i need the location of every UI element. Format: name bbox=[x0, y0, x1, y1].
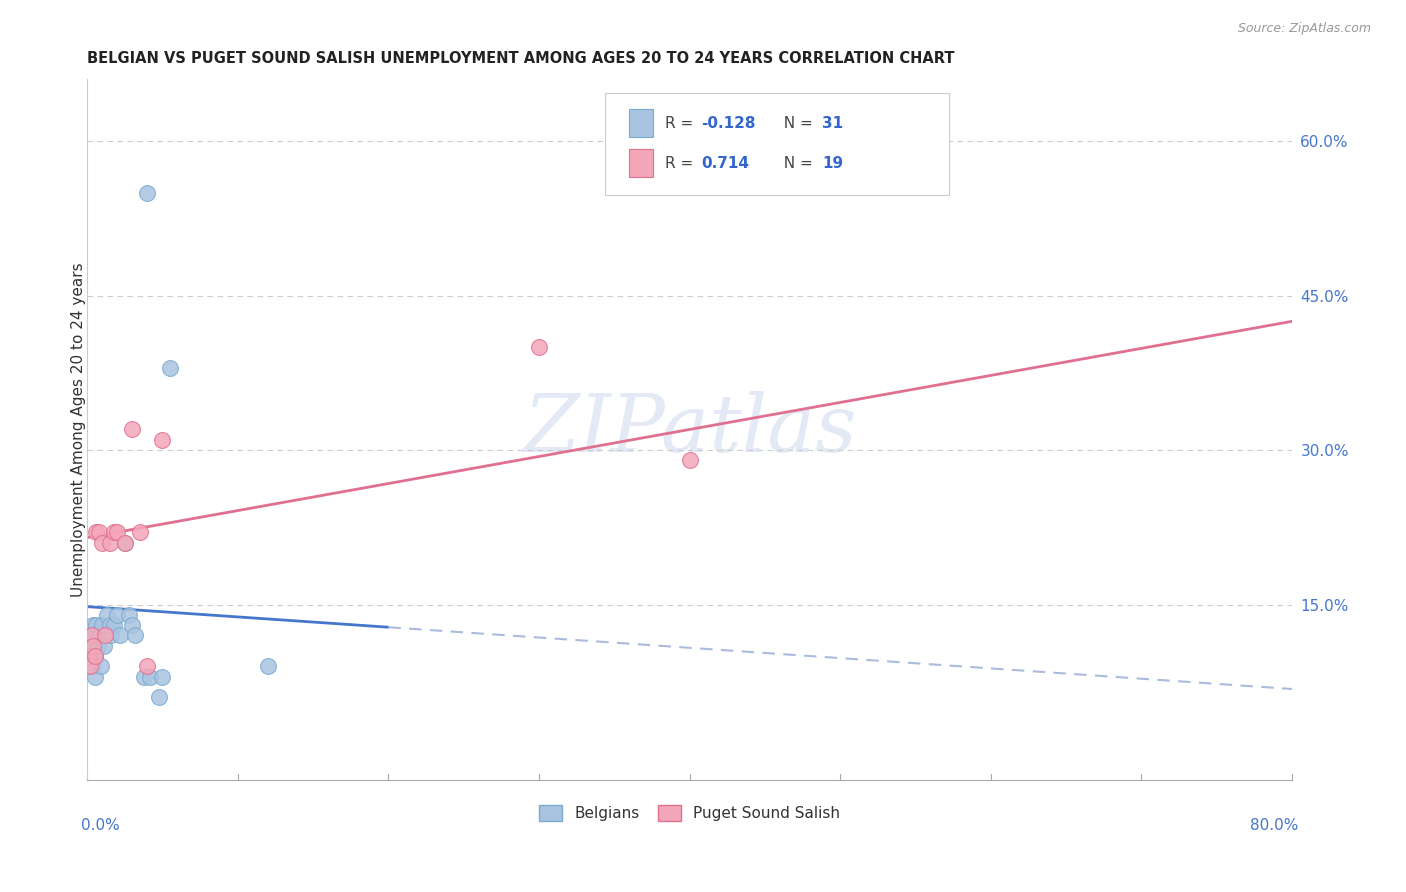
Text: Source: ZipAtlas.com: Source: ZipAtlas.com bbox=[1237, 22, 1371, 36]
Point bbox=[527, 340, 550, 354]
Point bbox=[80, 628, 103, 642]
Point bbox=[150, 433, 173, 447]
Y-axis label: Unemployment Among Ages 20 to 24 years: Unemployment Among Ages 20 to 24 years bbox=[72, 262, 86, 597]
Legend: Belgians, Puget Sound Salish: Belgians, Puget Sound Salish bbox=[538, 805, 839, 821]
FancyBboxPatch shape bbox=[630, 110, 654, 137]
Point bbox=[79, 659, 101, 673]
Point bbox=[94, 628, 117, 642]
Point bbox=[77, 628, 100, 642]
Point bbox=[103, 525, 125, 540]
Point bbox=[98, 535, 121, 549]
Point bbox=[139, 670, 162, 684]
Point bbox=[128, 525, 150, 540]
Text: -0.128: -0.128 bbox=[702, 116, 756, 131]
Text: ZIPatlas: ZIPatlas bbox=[523, 391, 856, 468]
Point bbox=[105, 525, 128, 540]
Point bbox=[83, 670, 105, 684]
Point bbox=[82, 639, 104, 653]
Point bbox=[118, 607, 141, 622]
Point bbox=[84, 618, 107, 632]
Point bbox=[84, 525, 107, 540]
Point bbox=[87, 628, 110, 642]
Point bbox=[77, 648, 100, 663]
Point bbox=[98, 618, 121, 632]
Point bbox=[136, 186, 159, 200]
Point bbox=[87, 525, 110, 540]
Point bbox=[83, 648, 105, 663]
Point bbox=[136, 659, 159, 673]
Point bbox=[148, 690, 170, 705]
Point bbox=[108, 628, 131, 642]
Point bbox=[86, 639, 108, 653]
Text: BELGIAN VS PUGET SOUND SALISH UNEMPLOYMENT AMONG AGES 20 TO 24 YEARS CORRELATION: BELGIAN VS PUGET SOUND SALISH UNEMPLOYME… bbox=[87, 51, 955, 66]
Point bbox=[90, 659, 112, 673]
Point bbox=[256, 659, 278, 673]
Text: 80.0%: 80.0% bbox=[1250, 818, 1298, 833]
FancyBboxPatch shape bbox=[605, 94, 949, 194]
Point bbox=[91, 535, 114, 549]
Point bbox=[82, 618, 104, 632]
Point bbox=[82, 628, 104, 642]
Point bbox=[93, 639, 115, 653]
Point bbox=[124, 628, 146, 642]
Point bbox=[678, 453, 700, 467]
Point bbox=[121, 618, 143, 632]
Point bbox=[159, 360, 181, 375]
Text: 0.0%: 0.0% bbox=[82, 818, 120, 833]
Point bbox=[150, 670, 173, 684]
Point bbox=[80, 659, 103, 673]
Point bbox=[114, 535, 136, 549]
Point bbox=[96, 607, 118, 622]
Point bbox=[80, 648, 103, 663]
FancyBboxPatch shape bbox=[630, 149, 654, 178]
Text: 0.714: 0.714 bbox=[702, 156, 749, 171]
Text: N =: N = bbox=[773, 156, 817, 171]
Point bbox=[79, 639, 101, 653]
Text: 19: 19 bbox=[823, 156, 844, 171]
Point bbox=[134, 670, 156, 684]
Point bbox=[91, 618, 114, 632]
Point bbox=[83, 648, 105, 663]
Text: R =: R = bbox=[665, 156, 699, 171]
Point bbox=[105, 607, 128, 622]
Text: 31: 31 bbox=[823, 116, 844, 131]
Point bbox=[114, 535, 136, 549]
Point bbox=[100, 628, 122, 642]
Point bbox=[121, 422, 143, 436]
Text: N =: N = bbox=[773, 116, 817, 131]
Point bbox=[103, 618, 125, 632]
Text: R =: R = bbox=[665, 116, 699, 131]
